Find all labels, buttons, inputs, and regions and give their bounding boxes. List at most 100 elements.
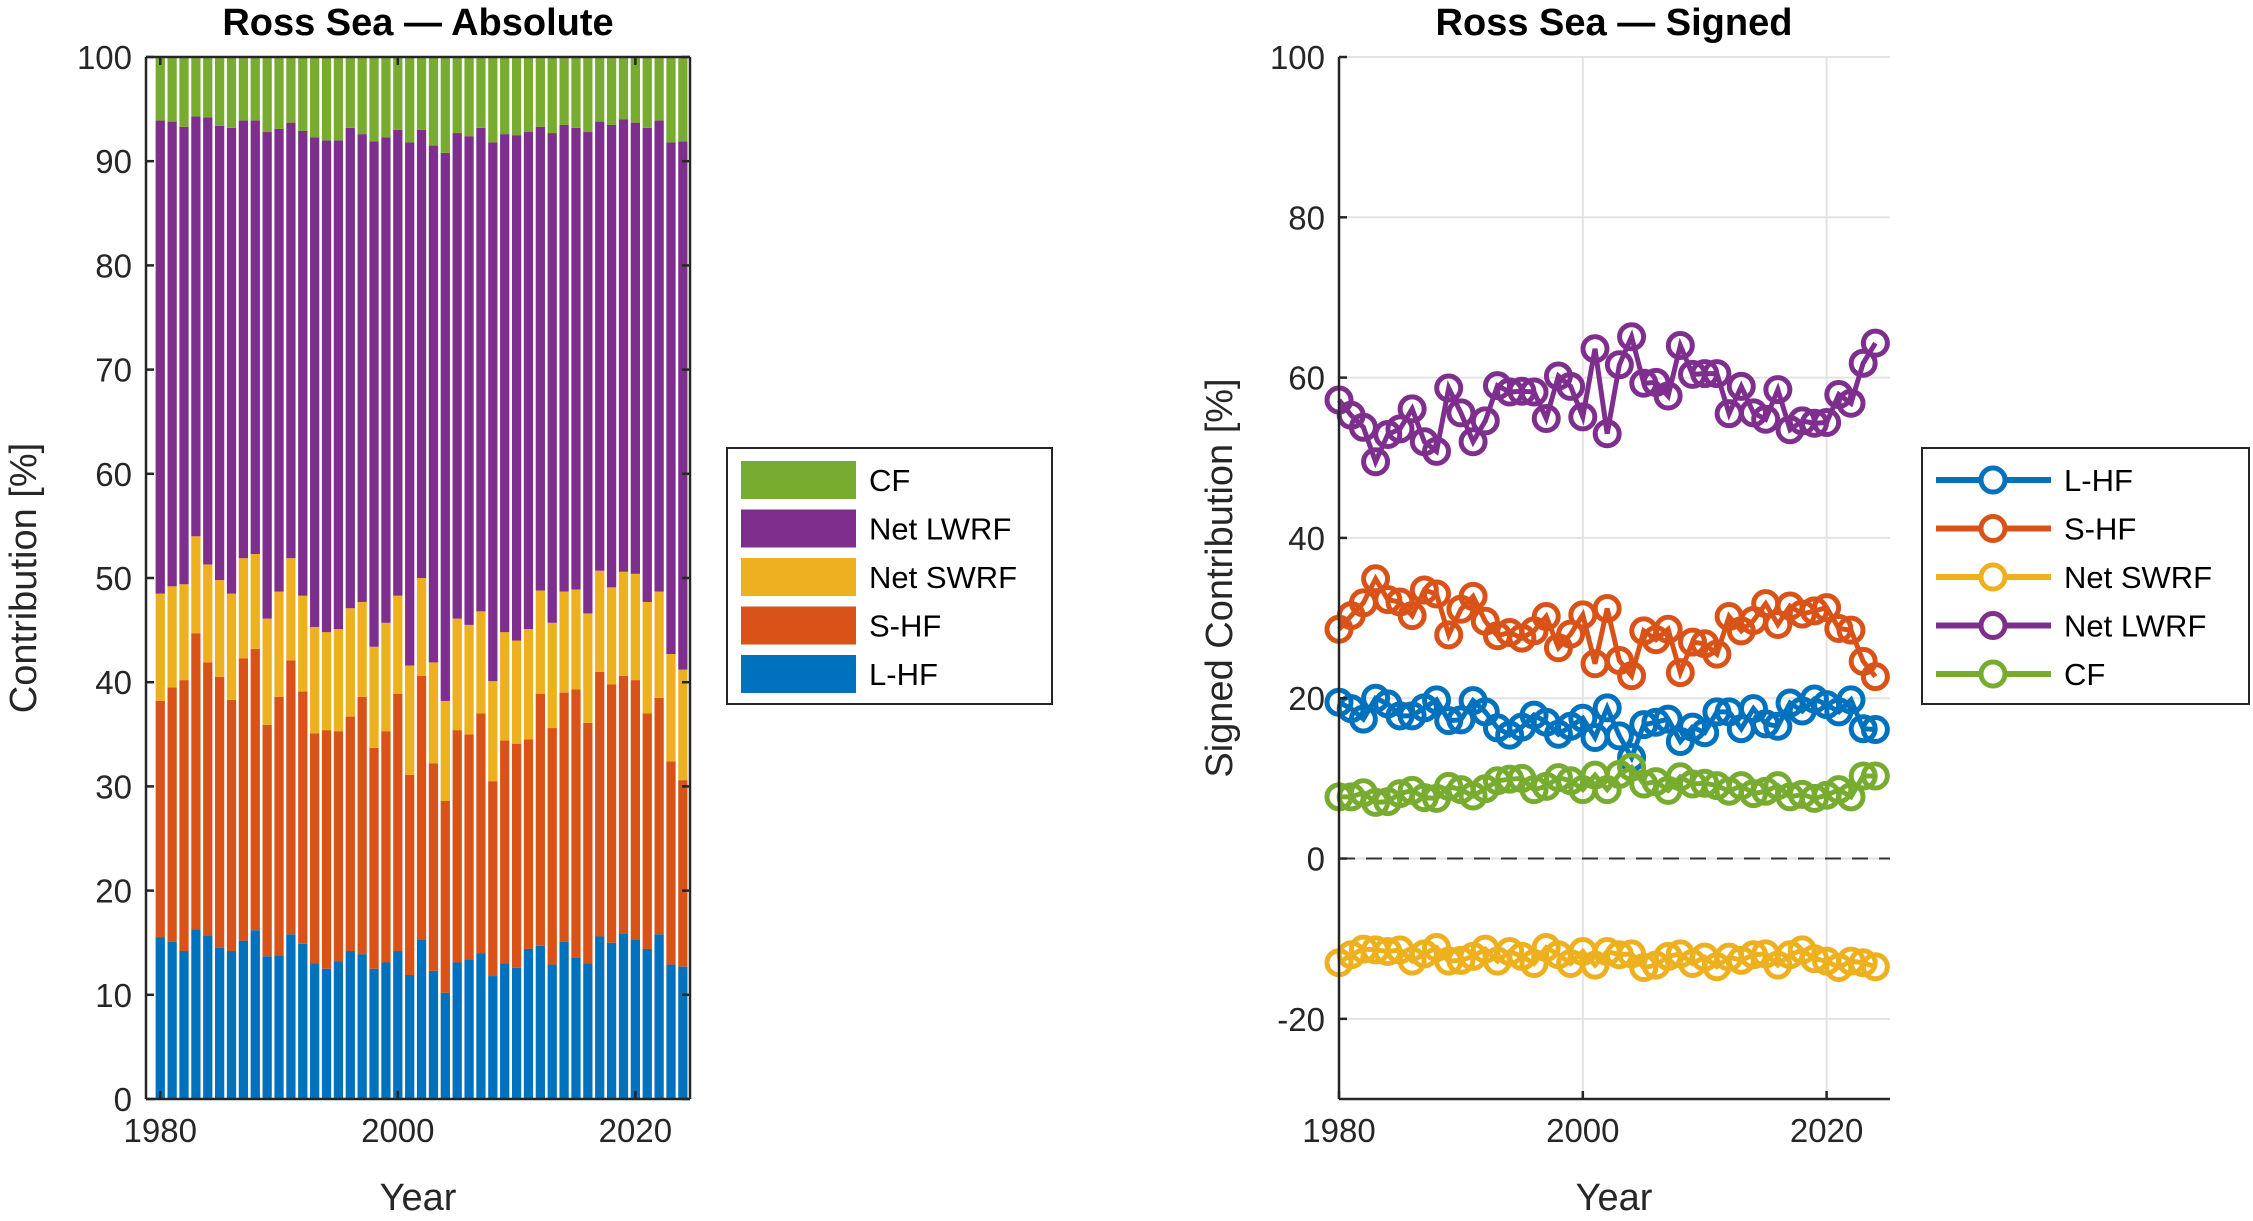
signed-x-tick-label: 2000 [1546, 1112, 1619, 1149]
marker-net-lwrf-2001 [1580, 334, 1610, 364]
bar-net-lwrf-1980 [155, 120, 165, 594]
marker-net-swrf-2014 [1738, 940, 1768, 970]
absolute-y-tick-label: 10 [95, 977, 132, 1014]
marker-net-swrf-2019 [1799, 944, 1829, 974]
bar-l-hf-2022 [654, 934, 664, 1099]
bar-l-hf-1987 [238, 940, 249, 1099]
marker-net-swrf-1990 [1446, 945, 1476, 975]
marker-net-lwrf-1989 [1434, 373, 1464, 403]
legend-label-net-lwrf: Net LWRF [869, 512, 1011, 547]
marker-l-hf-2002 [1592, 693, 1622, 723]
marker-cf-1994 [1495, 764, 1525, 794]
bar-net-lwrf-1994 [321, 140, 332, 633]
bar-l-hf-2003 [428, 970, 439, 1099]
marker-net-lwrf-2019 [1799, 408, 1829, 438]
bar-net-swrf-2012 [535, 590, 545, 694]
marker-s-hf-2019 [1799, 596, 1829, 626]
absolute-y-tick-label: 60 [95, 456, 132, 493]
marker-net-lwrf-2016 [1763, 375, 1793, 405]
bar-net-swrf-1999 [381, 622, 391, 732]
bar-net-swrf-2002 [416, 578, 427, 676]
bar-l-hf-2020 [630, 939, 640, 1099]
bar-net-lwrf-1984 [203, 117, 213, 565]
bar-net-lwrf-1998 [369, 141, 379, 647]
bar-l-hf-1995 [333, 961, 344, 1099]
bar-l-hf-2019 [618, 933, 629, 1099]
bar-l-hf-2013 [547, 964, 557, 1099]
marker-cf-1987 [1409, 783, 1439, 813]
bar-s-hf-2016 [583, 722, 593, 964]
marker-net-lwrf-1996 [1519, 377, 1549, 407]
bar-net-lwrf-1997 [357, 134, 367, 602]
legend-label-s-hf: S-HF [2064, 512, 2136, 547]
marker-l-hf-2023 [1848, 714, 1878, 744]
bar-cf-2011 [523, 57, 534, 133]
bar-l-hf-1992 [298, 943, 308, 1099]
absolute-y-tick-label: 50 [95, 560, 132, 597]
bar-net-lwrf-2023 [666, 142, 676, 655]
marker-s-hf-2007 [1653, 614, 1683, 644]
marker-net-lwrf-1983 [1361, 447, 1391, 477]
bar-cf-2001 [405, 57, 415, 143]
bar-s-hf-1985 [215, 676, 225, 948]
marker-net-lwrf-2000 [1568, 402, 1598, 432]
bar-net-swrf-1980 [155, 593, 165, 701]
bar-cf-1993 [310, 57, 320, 138]
signed-chart: Ross Sea — Signed Year Signed Contributi… [1199, 2, 1890, 1219]
bar-s-hf-2000 [393, 693, 403, 952]
bar-cf-1998 [369, 57, 379, 142]
marker-net-lwrf-1985 [1385, 414, 1415, 444]
bar-net-lwrf-2018 [606, 124, 617, 588]
bar-s-hf-2019 [618, 675, 629, 934]
bar-cf-2002 [416, 57, 427, 130]
legend-label-net-swrf: Net SWRF [2064, 560, 2212, 595]
marker-net-lwrf-1986 [1397, 394, 1427, 424]
marker-l-hf-2015 [1751, 709, 1781, 739]
bar-s-hf-2007 [476, 713, 486, 954]
bar-l-hf-2018 [606, 942, 617, 1099]
bar-s-hf-2023 [666, 761, 676, 965]
bar-net-swrf-1981 [167, 586, 177, 688]
bar-l-hf-2004 [440, 992, 450, 1099]
absolute-x-tick-label: 2000 [361, 1112, 434, 1149]
bar-net-lwrf-2015 [571, 127, 581, 590]
marker-l-hf-1988 [1422, 685, 1452, 715]
bar-net-lwrf-2011 [523, 132, 534, 630]
bar-l-hf-1988 [250, 930, 260, 1099]
marker-s-hf-2020 [1812, 593, 1842, 623]
bar-cf-1986 [226, 57, 237, 128]
marker-s-hf-1986 [1397, 601, 1427, 631]
bar-s-hf-2020 [630, 680, 640, 940]
legend-label-net-swrf: Net SWRF [869, 560, 1017, 595]
bar-cf-1983 [191, 57, 201, 117]
bar-s-hf-1987 [238, 658, 249, 941]
bar-net-swrf-2019 [618, 571, 629, 676]
bar-cf-2023 [666, 57, 676, 143]
bar-net-swrf-2015 [571, 589, 581, 690]
bar-net-lwrf-1999 [381, 137, 391, 623]
bar-cf-1992 [298, 57, 308, 131]
signed-y-axis-label: Signed Contribution [%] [1199, 378, 1241, 777]
absolute-x-axis-label: Year [380, 1177, 457, 1219]
bar-s-hf-2024 [678, 780, 688, 967]
bar-s-hf-2006 [464, 734, 474, 960]
marker-net-lwrf-1997 [1531, 403, 1561, 433]
marker-net-lwrf-2010 [1690, 359, 1720, 389]
bar-net-swrf-1997 [357, 601, 367, 697]
bar-net-lwrf-2013 [547, 133, 557, 623]
bar-cf-1984 [203, 57, 213, 118]
bar-cf-1987 [238, 57, 249, 121]
bar-s-hf-1988 [250, 648, 260, 931]
bar-net-lwrf-2024 [678, 141, 688, 670]
marker-l-hf-1985 [1385, 701, 1415, 731]
bar-net-lwrf-2000 [393, 129, 403, 596]
bar-net-swrf-2013 [547, 622, 557, 729]
bar-s-hf-1989 [262, 724, 272, 957]
bar-net-lwrf-2017 [595, 121, 605, 571]
marker-cf-1996 [1519, 775, 1549, 805]
signed-y-tick-label: 0 [1307, 841, 1325, 878]
bar-l-hf-1985 [215, 947, 225, 1099]
bar-s-hf-1992 [298, 691, 308, 944]
bar-cf-1988 [250, 57, 260, 121]
bar-l-hf-2016 [583, 963, 593, 1099]
